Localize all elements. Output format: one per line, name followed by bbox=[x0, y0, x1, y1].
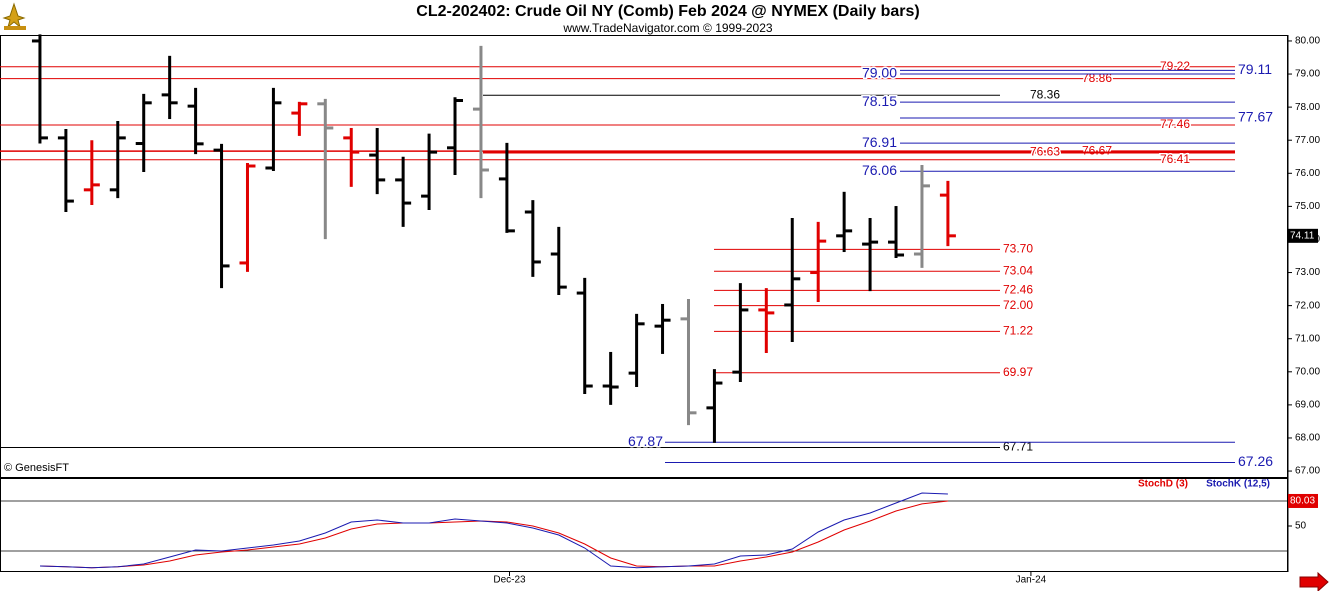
y-tick-label: 73.00 bbox=[1295, 267, 1320, 278]
y-tick-label: 78.00 bbox=[1295, 102, 1320, 113]
y-tick-label: 50 bbox=[1295, 521, 1307, 532]
price-bars bbox=[31, 34, 956, 443]
level-label: 79.00 bbox=[862, 65, 897, 81]
x-tick-label: Jan-24 bbox=[1016, 575, 1047, 586]
level-label: 76.91 bbox=[862, 134, 897, 150]
level-label: 69.97 bbox=[1003, 365, 1033, 379]
level-label: 72.46 bbox=[1003, 283, 1033, 297]
level-label: 77.67 bbox=[1238, 109, 1273, 125]
y-tick-label: 79.00 bbox=[1295, 69, 1320, 80]
level-label: 72.00 bbox=[1003, 298, 1033, 312]
level-label: 67.87 bbox=[628, 433, 663, 449]
stoch-line bbox=[39, 492, 948, 569]
scroll-arrow[interactable] bbox=[1299, 571, 1329, 591]
last-price-label: 74.11 bbox=[1290, 230, 1315, 241]
level-label: 73.04 bbox=[1003, 263, 1033, 277]
level-label: 76.67 bbox=[1082, 143, 1112, 157]
level-label: 78.15 bbox=[862, 93, 897, 109]
y-tick-label: 68.00 bbox=[1295, 433, 1320, 444]
y-tick-label: 71.00 bbox=[1295, 333, 1320, 344]
chart-title: CL2-202402: Crude Oil NY (Comb) Feb 2024… bbox=[416, 3, 919, 20]
y-tick-label: 77.00 bbox=[1295, 135, 1320, 146]
watermark: © GenesisFT bbox=[4, 462, 69, 474]
chart-subtitle: www.TradeNavigator.com © 1999-2023 bbox=[562, 21, 772, 35]
level-label: 76.06 bbox=[862, 162, 897, 178]
legend-entry: StochD (3) bbox=[1138, 479, 1188, 490]
level-label: 78.86 bbox=[1082, 71, 1112, 85]
y-tick-label: 80.00 bbox=[1295, 36, 1320, 47]
last-stoch-box bbox=[1288, 493, 1318, 508]
level-label: 73.70 bbox=[1003, 242, 1033, 256]
level-label: 79.11 bbox=[1238, 61, 1272, 77]
level-label: 71.22 bbox=[1003, 324, 1033, 338]
logo bbox=[2, 2, 26, 30]
level-label: 78.36 bbox=[1030, 87, 1060, 101]
y-tick-label: 70.00 bbox=[1295, 366, 1320, 377]
y-tick-label: 76.00 bbox=[1295, 168, 1320, 179]
x-tick-label: Dec-23 bbox=[493, 575, 526, 586]
last-stoch-label: 80.03 bbox=[1290, 496, 1315, 507]
level-label: 76.41 bbox=[1160, 152, 1190, 166]
y-tick-label: 72.00 bbox=[1295, 300, 1320, 311]
y-tick-label: 69.00 bbox=[1295, 400, 1320, 411]
level-label: 77.46 bbox=[1160, 117, 1190, 131]
level-label: 67.26 bbox=[1238, 453, 1273, 469]
last-price-box bbox=[1288, 228, 1318, 243]
y-tick-label: 75.00 bbox=[1295, 201, 1320, 212]
level-label: 76.63 bbox=[1030, 145, 1060, 159]
legend-entry: StochK (12,5) bbox=[1206, 479, 1270, 490]
y-tick-label: 67.00 bbox=[1295, 466, 1320, 477]
